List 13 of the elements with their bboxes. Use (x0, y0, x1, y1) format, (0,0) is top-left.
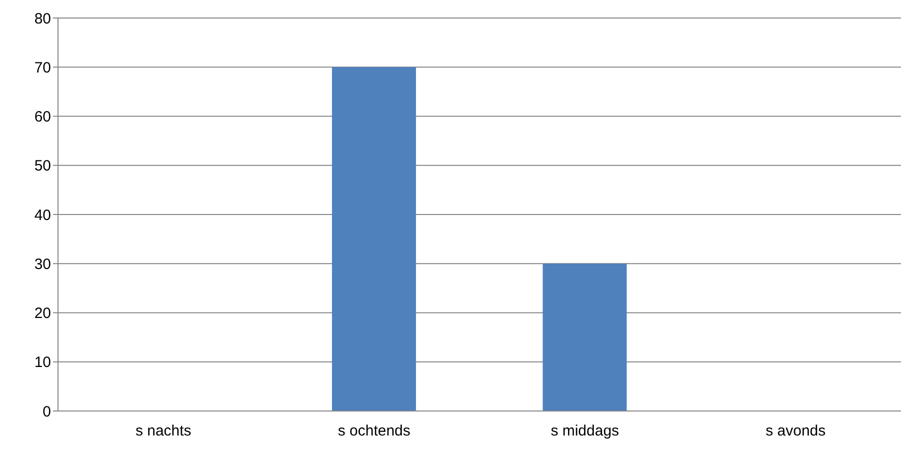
y-tick-label: 40 (34, 206, 51, 224)
y-tick-label: 60 (34, 108, 51, 126)
x-tick-label: s nachts (135, 422, 192, 440)
y-tick-label: 20 (34, 305, 51, 322)
y-tick-label: 10 (34, 354, 51, 372)
y-tick-label: 70 (34, 59, 51, 76)
x-tick-label: s avonds (766, 422, 826, 440)
y-tick-label: 80 (34, 10, 51, 28)
y-tick-label: 50 (34, 158, 51, 175)
y-tick-label: 30 (34, 256, 51, 273)
x-tick-label: s ochtends (338, 422, 410, 440)
y-tick-label: 0 (42, 403, 51, 420)
x-tick-label: s middags (550, 422, 620, 440)
